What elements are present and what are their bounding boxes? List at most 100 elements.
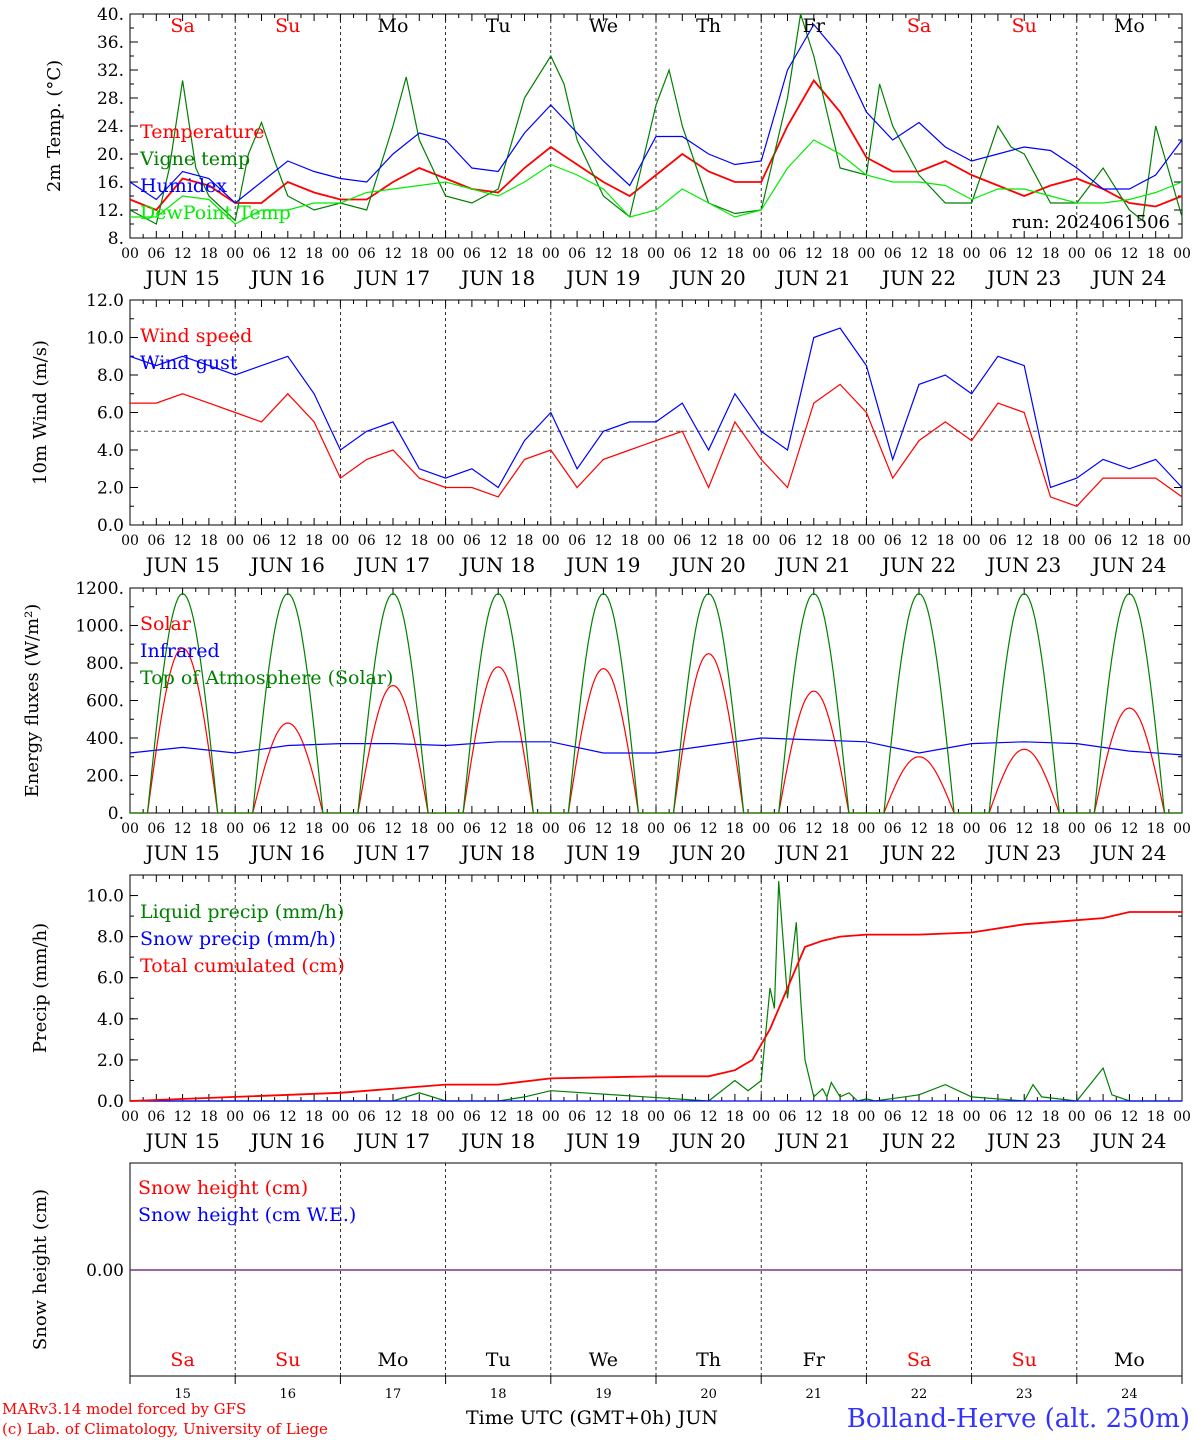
model-credit: MARv3.14 model forced by GFS [2,1400,246,1418]
x-tick-label: 18 [831,533,849,549]
y-axis-label: Precip (mm/h) [30,923,51,1053]
x-tick-label: 00 [1173,821,1191,837]
x-tick-label: 00 [1173,1109,1191,1125]
y-axis-label: 10m Wind (m/s) [30,340,51,485]
x-tick-label: 18 [831,821,849,837]
x-tick-label: 18 [305,821,323,837]
x-tick-label: 12 [1015,821,1033,837]
x-tick-label: 06 [358,1109,376,1125]
date-label: JUN 21 [775,1129,851,1153]
y-tick-label: 28. [97,89,124,109]
y-tick-label: 4.0 [97,441,124,461]
x-tick-label: 18 [621,821,639,837]
x-tick-label: 00 [857,1109,875,1125]
x-tick-label: 18 [410,246,428,262]
x-tick-label: 18 [1042,821,1060,837]
y-tick-label: 12. [97,201,124,221]
date-label: JUN 23 [985,1129,1061,1153]
x-tick-label: 18 [831,1109,849,1125]
y-tick-label: 0. [108,804,124,824]
series-line [130,881,1182,1102]
series-line [129,327,1183,489]
x-tick-label: 06 [147,246,165,262]
day-name: Mo [1114,15,1145,37]
legend-entry: Top of Atmosphere (Solar) [140,667,393,689]
x-tick-label: 18 [516,533,534,549]
y-axis-label: Energy fluxes (W/m²) [22,604,43,798]
legend-entry: Solar [140,613,192,635]
x-tick-label: 12 [489,1109,507,1125]
date-label: JUN 15 [144,266,220,290]
x-tick-label: 00 [437,533,455,549]
x-tick-label: 18 [621,533,639,549]
date-label: JUN 21 [775,841,851,865]
date-label: JUN 18 [459,553,535,577]
date-label: JUN 17 [354,1129,430,1153]
x-tick-label: 06 [568,1109,586,1125]
x-tick-label: 00 [121,1109,139,1125]
x-tick-label: 18 [305,246,323,262]
y-tick-label: 24. [97,117,124,137]
x-tick-label: 00 [1068,821,1086,837]
x-tick-label: 06 [779,1109,797,1125]
x-tick-label: 06 [253,246,271,262]
x-tick-label: 12 [489,533,507,549]
day-name: Th [696,1349,721,1371]
x-tick-label: 00 [121,821,139,837]
x-tick-label: 06 [568,246,586,262]
legend-entry: Wind gust [140,352,238,374]
x-tick-label: 06 [1094,821,1112,837]
x-tick-label: 06 [1094,533,1112,549]
x-tick-label: 00 [542,1109,560,1125]
x-tick-label: 00 [963,1109,981,1125]
x-tick-label: 18 [936,821,954,837]
x-tick-label: 06 [358,533,376,549]
x-tick-label: 06 [463,1109,481,1125]
x-tick-label: 18 [1147,533,1165,549]
y-tick-label: 0.00 [86,1261,124,1281]
y-tick-label: 400. [86,729,124,749]
y-tick-label: 200. [86,767,124,787]
day-number: 16 [280,1387,297,1402]
x-tick-label: 00 [1068,1109,1086,1125]
y-tick-label: 0.0 [97,516,124,536]
x-tick-label: 18 [1042,1109,1060,1125]
panel-5: 0.00 Snow height (cm) Snow height (cm) Snow… [30,1162,1183,1402]
x-tick-label: 12 [489,246,507,262]
panels: 8. 12. 16. 20. 24. 28. 32. 36. 40. 2m Temp. (°C) T… [22,5,1191,1402]
y-axis-label: 2m Temp. (°C) [44,60,65,192]
day-number: 23 [1016,1387,1033,1402]
day-name: Fr [803,1349,826,1371]
date-label: JUN 21 [775,266,851,290]
x-tick-label: 18 [936,533,954,549]
x-tick-label: 06 [673,533,691,549]
x-tick-label: 12 [805,1109,823,1125]
legend-entry: Wind speed [140,325,252,347]
x-tick-label: 18 [1042,246,1060,262]
x-tick-label: 12 [279,533,297,549]
date-label: JUN 15 [144,553,220,577]
day-number: 18 [490,1387,507,1402]
date-label: JUN 20 [670,266,746,290]
x-tick-label: 18 [936,246,954,262]
date-label: JUN 18 [459,841,535,865]
x-tick-label: 06 [673,1109,691,1125]
y-tick-label: 16. [97,173,124,193]
x-tick-label: 12 [279,1109,297,1125]
date-label: JUN 23 [985,841,1061,865]
time-axis-title: Time UTC (GMT+0h) JUN [466,1407,718,1429]
legend-entry: Temperature [140,121,264,143]
date-label: JUN 20 [670,841,746,865]
x-tick-label: 18 [936,1109,954,1125]
day-name: Su [275,1349,300,1371]
x-tick-label: 06 [989,246,1007,262]
day-number: 20 [700,1387,717,1402]
x-tick-label: 00 [752,1109,770,1125]
x-tick-label: 12 [910,246,928,262]
date-label: JUN 18 [459,266,535,290]
lab-credit: (c) Lab. of Climatology, University of L… [2,1420,328,1438]
x-tick-label: 00 [226,821,244,837]
y-tick-label: 1200. [75,579,124,599]
day-name: Mo [378,15,409,37]
x-tick-label: 12 [1120,821,1138,837]
